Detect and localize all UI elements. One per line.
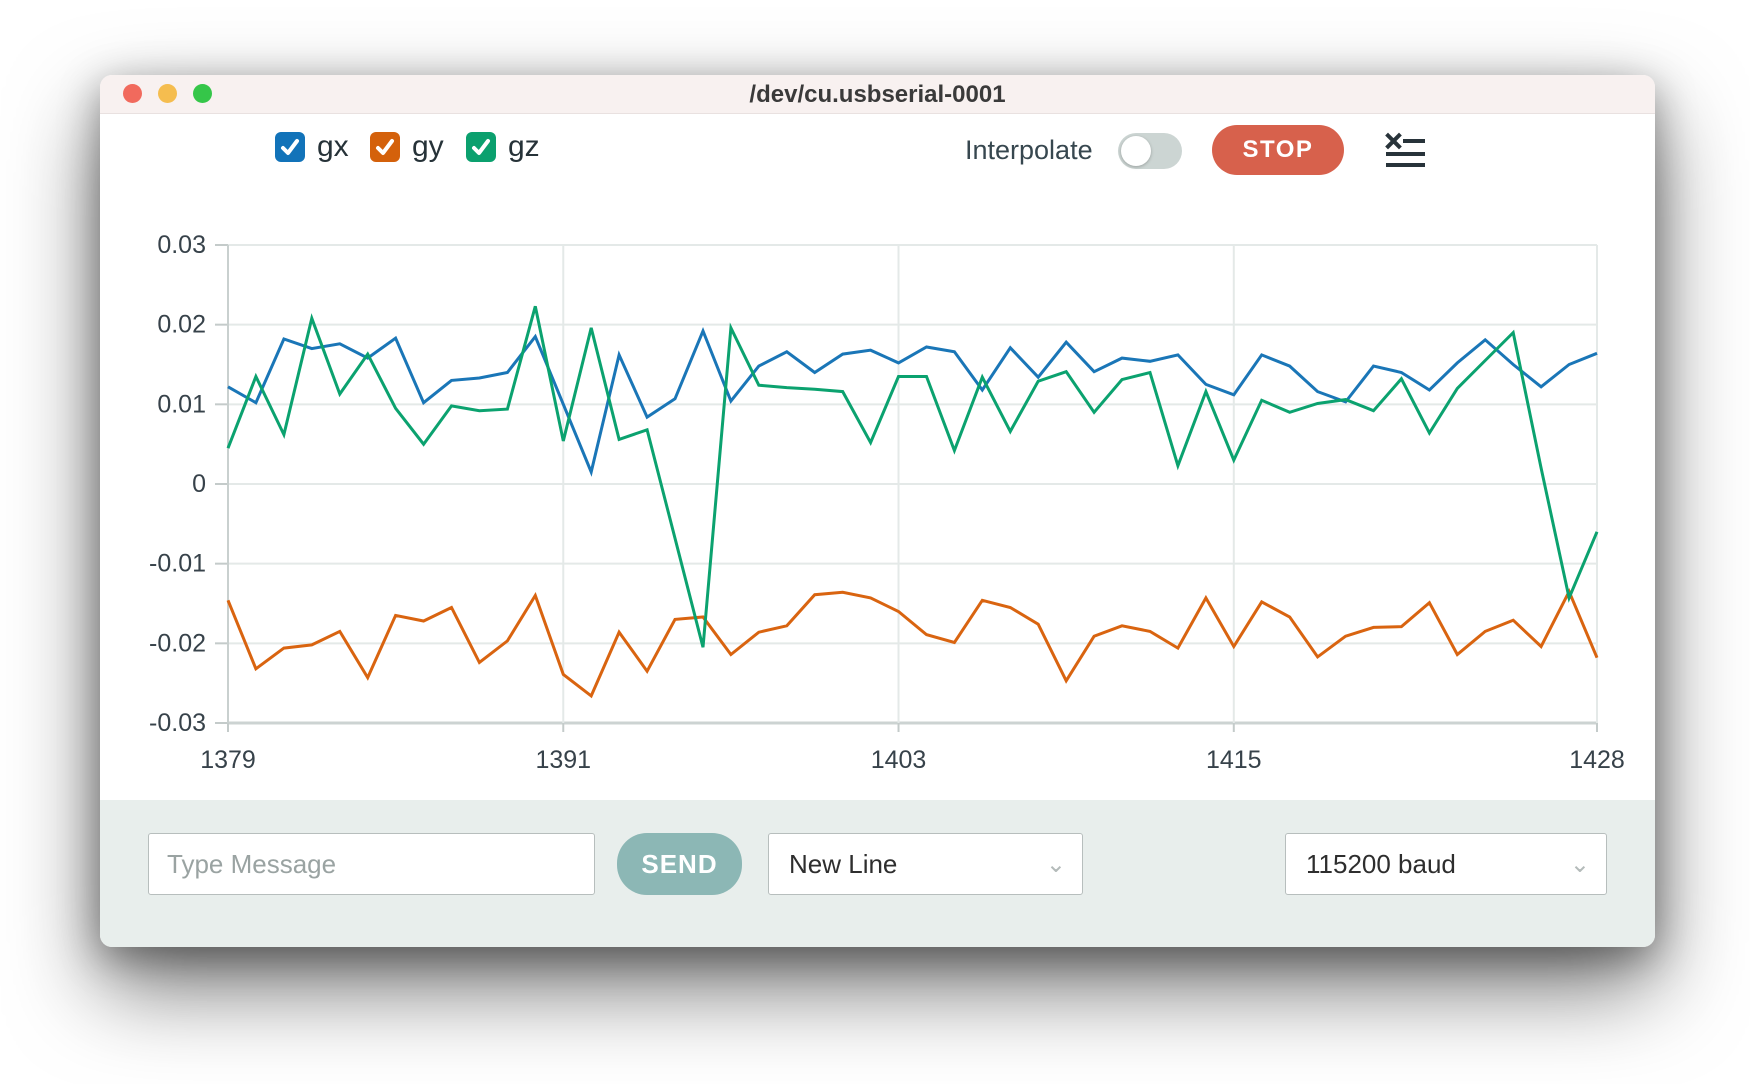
legend-label-gz: gz bbox=[508, 130, 540, 163]
legend-item-gy[interactable]: gy bbox=[370, 130, 444, 164]
gy-checkbox[interactable] bbox=[370, 132, 400, 162]
serial-plot-chart: 0.03 0.02 0.01 0 -0.01 -0.02 -0.03 1379 1391 1403… bbox=[149, 231, 1625, 774]
minimize-window-button[interactable] bbox=[158, 84, 177, 103]
gz-checkbox[interactable] bbox=[466, 132, 496, 162]
svg-text:1415: 1415 bbox=[1206, 746, 1262, 774]
svg-text:-0.02: -0.02 bbox=[149, 629, 206, 657]
svg-text:0.03: 0.03 bbox=[157, 231, 206, 259]
toggle-knob bbox=[1121, 136, 1151, 166]
legend-item-gx[interactable]: gx bbox=[275, 130, 349, 164]
send-button[interactable]: SEND bbox=[617, 833, 742, 895]
svg-text:-0.01: -0.01 bbox=[149, 550, 206, 578]
title-bar: /dev/cu.usbserial-0001 bbox=[100, 75, 1655, 114]
app-window: /dev/cu.usbserial-0001 gx gy gz bbox=[100, 75, 1655, 947]
svg-text:0: 0 bbox=[192, 470, 206, 498]
check-icon bbox=[472, 139, 490, 155]
svg-text:0.02: 0.02 bbox=[157, 311, 206, 339]
close-window-button[interactable] bbox=[123, 84, 142, 103]
window-title: /dev/cu.usbserial-0001 bbox=[749, 81, 1006, 108]
svg-text:1428: 1428 bbox=[1569, 746, 1625, 774]
interpolate-toggle[interactable] bbox=[1118, 133, 1182, 169]
message-input[interactable] bbox=[148, 833, 595, 895]
chevron-down-icon: ⌄ bbox=[1569, 850, 1590, 878]
legend-label-gy: gy bbox=[412, 130, 444, 163]
chevron-down-icon: ⌄ bbox=[1045, 850, 1066, 878]
svg-text:-0.03: -0.03 bbox=[149, 709, 206, 737]
baud-rate-value: 115200 baud bbox=[1306, 848, 1456, 879]
svg-text:1403: 1403 bbox=[871, 746, 927, 774]
message-bar: SEND New Line ⌄ 115200 baud ⌄ bbox=[100, 800, 1655, 947]
legend-item-gz[interactable]: gz bbox=[466, 130, 540, 164]
svg-text:1391: 1391 bbox=[535, 746, 591, 774]
baud-rate-dropdown[interactable]: 115200 baud ⌄ bbox=[1285, 833, 1607, 895]
svg-text:1379: 1379 bbox=[200, 746, 256, 774]
line-ending-dropdown[interactable]: New Line ⌄ bbox=[768, 833, 1083, 895]
zoom-window-button[interactable] bbox=[193, 84, 212, 103]
legend-label-gx: gx bbox=[317, 130, 349, 163]
clear-list-icon[interactable] bbox=[1384, 132, 1426, 175]
interpolate-label: Interpolate bbox=[965, 135, 1093, 165]
line-ending-value: New Line bbox=[789, 848, 898, 879]
check-icon bbox=[376, 139, 394, 155]
gx-checkbox[interactable] bbox=[275, 132, 305, 162]
stop-button[interactable]: STOP bbox=[1212, 125, 1344, 175]
check-icon bbox=[281, 139, 299, 155]
svg-text:0.01: 0.01 bbox=[157, 390, 206, 418]
